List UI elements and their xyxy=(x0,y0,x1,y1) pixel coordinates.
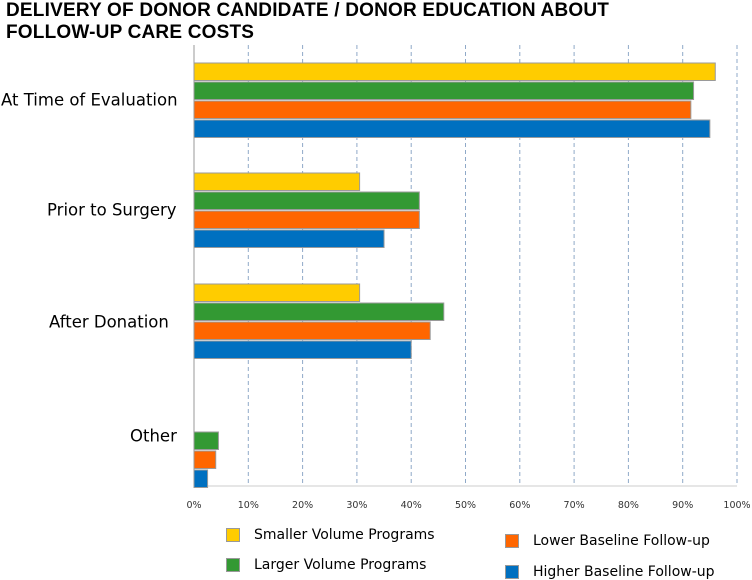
bar-lower-2 xyxy=(193,321,431,340)
legend-swatch-higher xyxy=(505,565,519,579)
x-tick-label-4: 40% xyxy=(401,500,422,511)
category-label-at-time-of-evaluation: At Time of Evaluation xyxy=(1,90,178,110)
legend-swatch-larger xyxy=(226,558,240,572)
bar-larger-1 xyxy=(193,191,420,210)
legend-label-smaller: Smaller Volume Programs xyxy=(254,527,435,543)
chart-title-line-2: FOLLOW-UP CARE COSTS xyxy=(6,22,255,43)
bar-lower-1 xyxy=(193,210,420,229)
bar-smaller-0 xyxy=(193,62,716,81)
bar-lower-3 xyxy=(193,450,217,469)
x-tick-label-6: 60% xyxy=(509,500,530,511)
x-tick-label-8: 80% xyxy=(618,500,639,511)
x-tick-label-7: 70% xyxy=(564,500,585,511)
bar-higher-0 xyxy=(193,119,711,138)
legend-item-larger-volume-programs: Larger Volume Programs xyxy=(226,557,426,573)
legend-swatch-smaller xyxy=(226,528,240,542)
legend-item-higher-baseline-follow-up: Higher Baseline Follow-up xyxy=(505,564,715,580)
bar-higher-3 xyxy=(193,469,209,488)
category-label-prior-to-surgery: Prior to Surgery xyxy=(47,200,177,220)
legend-label-larger: Larger Volume Programs xyxy=(254,557,427,573)
chart-title-line-1: DELIVERY OF DONOR CANDIDATE / DONOR EDUC… xyxy=(6,0,610,21)
bar-larger-3 xyxy=(193,431,219,450)
category-label-other: Other xyxy=(130,426,177,446)
category-label-after-donation: After Donation xyxy=(49,312,169,332)
legend-swatch-lower xyxy=(505,534,519,548)
legend-label-lower: Lower Baseline Follow-up xyxy=(533,533,710,549)
bar-smaller-1 xyxy=(193,172,361,191)
bar-smaller-2 xyxy=(193,283,361,302)
x-tick-label-10: 100% xyxy=(723,500,750,511)
x-tick-label-5: 50% xyxy=(455,500,476,511)
bar-higher-2 xyxy=(193,340,412,359)
x-tick-label-2: 20% xyxy=(292,500,313,511)
x-tick-label-0: 0% xyxy=(186,500,201,511)
legend-label-higher: Higher Baseline Follow-up xyxy=(533,564,715,580)
x-tick-label-3: 30% xyxy=(346,500,367,511)
bar-higher-1 xyxy=(193,229,385,248)
legend-item-lower-baseline-follow-up: Lower Baseline Follow-up xyxy=(505,533,710,549)
bar-lower-0 xyxy=(193,100,692,119)
bar-larger-0 xyxy=(193,81,695,100)
legend-item-smaller-volume-programs: Smaller Volume Programs xyxy=(226,527,435,543)
x-tick-label-9: 90% xyxy=(672,500,693,511)
x-tick-label-1: 10% xyxy=(238,500,259,511)
bar-larger-2 xyxy=(193,302,445,321)
